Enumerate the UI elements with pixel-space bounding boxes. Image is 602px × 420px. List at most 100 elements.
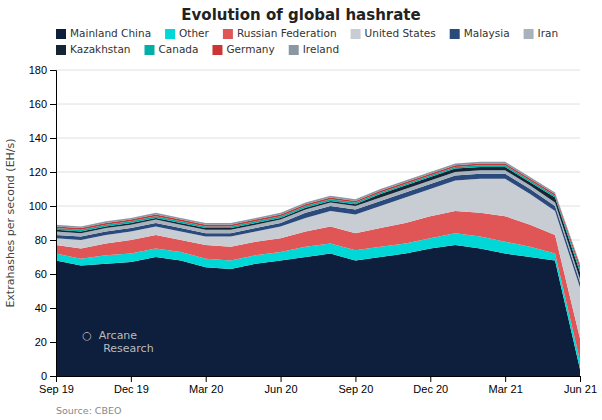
- legend-item: Ireland: [289, 43, 339, 55]
- legend-item: Mainland China: [56, 27, 151, 39]
- legend-label: United States: [365, 27, 436, 39]
- legend-item: Canada: [145, 43, 199, 55]
- y-tick-mark: [50, 240, 56, 241]
- area: [56, 233, 580, 369]
- legend-label: Canada: [159, 43, 199, 55]
- legend-item: Malaysia: [450, 27, 510, 39]
- annotation-line: ○ Arcane: [82, 329, 137, 342]
- legend-item: Kazakhstan: [56, 43, 131, 55]
- legend-label: Iran: [538, 27, 559, 39]
- area: [56, 167, 580, 279]
- area: [56, 162, 580, 266]
- y-tick-label: 120: [29, 166, 47, 178]
- y-axis: 0 20 40 60 80 100 120 140 160 180: [29, 64, 57, 382]
- y-tick-mark: [50, 274, 56, 275]
- x-tick-mark: [281, 376, 282, 382]
- y-tick: 60: [35, 268, 56, 280]
- annotation: ○ Arcane Research: [82, 329, 153, 355]
- legend-label: Germany: [226, 43, 274, 55]
- x-tick: Mar 20: [189, 376, 223, 395]
- legend-item: Russian Federation: [223, 27, 337, 39]
- x-tick: Jun 21: [564, 376, 597, 395]
- title: Evolution of global hashrate: [181, 6, 420, 24]
- legend-swatch: [56, 29, 66, 39]
- y-tick-mark: [50, 138, 56, 139]
- y-tick: 160: [29, 98, 56, 110]
- legend-label: Malaysia: [464, 27, 510, 39]
- y-tick: 100: [29, 200, 56, 212]
- areas: [56, 162, 580, 376]
- y-tick-label: 0: [41, 370, 47, 382]
- y-tick: 80: [35, 234, 56, 246]
- y-tick-mark: [50, 172, 56, 173]
- annotation-line: Research: [82, 342, 153, 355]
- y-tick-label: 20: [35, 336, 47, 348]
- annotation: Source: CBEO: [56, 405, 121, 416]
- legend-swatch: [223, 29, 233, 39]
- x-tick-label: Sep 19: [39, 383, 74, 395]
- x-axis-line: [57, 377, 581, 383]
- x-tick: Dec 19: [114, 376, 149, 395]
- x-tick-label: Sep 20: [338, 383, 373, 395]
- plot: Sep 19 Dec 19 Mar 20 Jun 20 Sep 20 Dec 20 Mar …: [29, 64, 597, 395]
- y-tick-label: 40: [35, 302, 47, 314]
- legend-swatch: [56, 45, 66, 55]
- x-tick: Sep 20: [338, 376, 373, 395]
- x-tick-label: Mar 20: [189, 383, 223, 395]
- annotation-line: Source: CBEO: [56, 405, 121, 416]
- legend-label: Ireland: [303, 43, 339, 55]
- y-tick-mark: [50, 342, 56, 343]
- legend: Mainland China Other Russian Federation Uni…: [56, 27, 558, 55]
- y-tick: 120: [29, 166, 56, 178]
- y-tick-mark: [50, 104, 56, 105]
- y-tick-label: 60: [35, 268, 47, 280]
- legend-item: Iran: [524, 27, 559, 39]
- legend-swatch: [289, 45, 299, 55]
- grid-line: [56, 104, 580, 105]
- grid-line: [56, 70, 580, 71]
- area: [56, 164, 580, 269]
- legend-item: Other: [165, 27, 209, 39]
- y-tick: 140: [29, 132, 56, 144]
- x-tick-mark: [505, 376, 506, 382]
- legend-label: Kazakhstan: [70, 43, 131, 55]
- chart: Evolution of global hashrate Mainland Chi…: [0, 0, 602, 420]
- x-tick-mark: [580, 376, 581, 382]
- grid: [56, 70, 580, 376]
- x-tick: Jun 20: [265, 376, 298, 395]
- x-tick-label: Dec 20: [413, 383, 448, 395]
- y-tick-label: 180: [29, 64, 47, 76]
- y-tick-label: 100: [29, 200, 47, 212]
- y-tick: 40: [35, 302, 56, 314]
- legend-label: Mainland China: [70, 27, 151, 39]
- legend-swatch: [524, 29, 534, 39]
- legend-item: Germany: [212, 43, 274, 55]
- x-tick-mark: [131, 376, 132, 382]
- x-tick-label: Dec 19: [114, 383, 149, 395]
- x-tick: Mar 21: [489, 376, 523, 395]
- y-tick-label: 160: [29, 98, 47, 110]
- x-tick-mark: [206, 376, 207, 382]
- legend-swatch: [351, 29, 361, 39]
- y-tick-mark: [50, 308, 56, 309]
- y-tick-label: 80: [35, 234, 47, 246]
- y-tick-mark: [50, 376, 56, 377]
- x-tick-mark: [355, 376, 356, 382]
- y-tick: 180: [29, 64, 56, 76]
- legend-label: Russian Federation: [237, 27, 337, 39]
- legend-swatch: [165, 29, 175, 39]
- x-tick: Dec 20: [413, 376, 448, 395]
- legend-swatch: [145, 45, 155, 55]
- legend-label: Other: [179, 27, 209, 39]
- y-axis-line: [50, 71, 57, 377]
- y-tick: 20: [35, 336, 56, 348]
- x-tick-label: Jun 20: [265, 383, 298, 395]
- legend-swatch: [212, 45, 222, 55]
- x-tick-label: Mar 21: [489, 383, 523, 395]
- legend-item: United States: [351, 27, 436, 39]
- area: [56, 245, 580, 376]
- y-tick-label: 140: [29, 132, 47, 144]
- y-tick-mark: [50, 70, 56, 71]
- x-tick-label: Jun 21: [564, 383, 597, 395]
- x-tick-mark: [430, 376, 431, 382]
